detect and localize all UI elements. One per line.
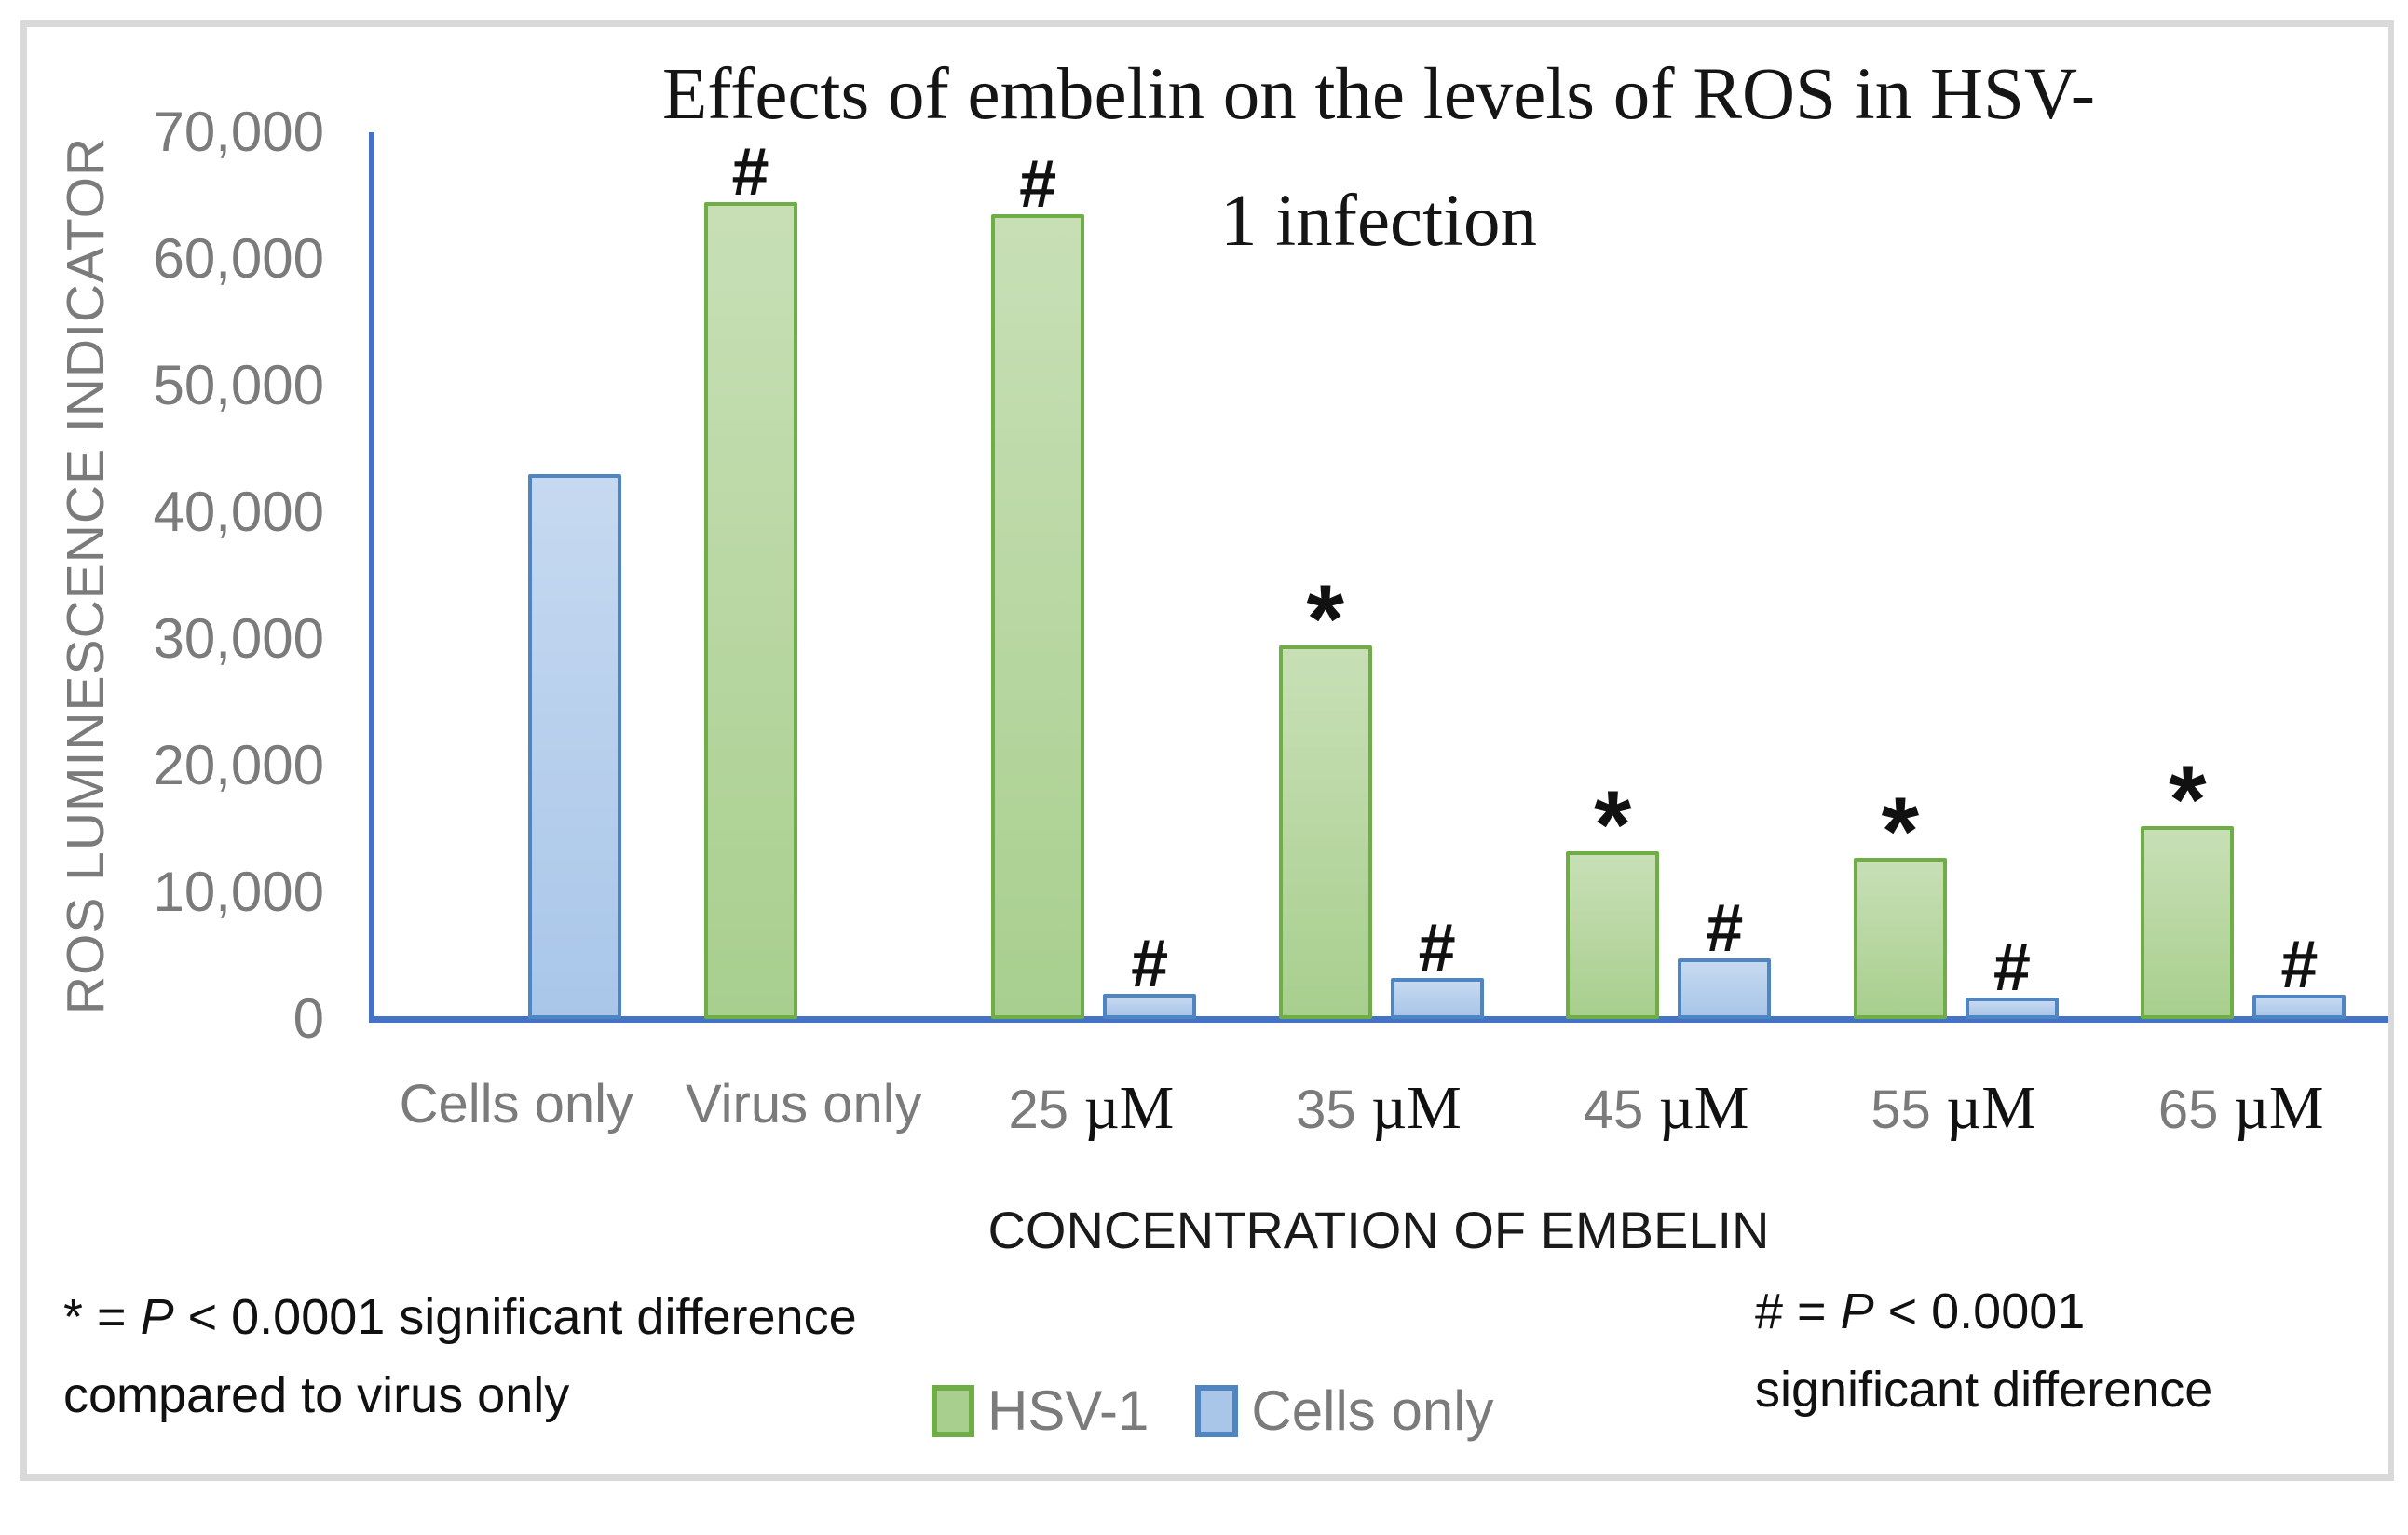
legend-label-hsv1: HSV-1 bbox=[987, 1379, 1150, 1442]
category-unit: µM bbox=[1355, 1074, 1462, 1142]
hsv1-legend-swatch bbox=[932, 1384, 974, 1437]
footnote-hash-prefix: # = bbox=[1755, 1284, 1841, 1339]
chart-title-line1: Effects of embelin on the levels of ROS … bbox=[661, 54, 2096, 135]
cells-only-legend-swatch bbox=[1195, 1384, 1239, 1437]
category-unit: µM bbox=[1643, 1074, 1749, 1142]
bar-cells-only-65um bbox=[2252, 995, 2347, 1019]
chart-title: Effects of embelin on the levels of ROS … bbox=[373, 32, 2385, 285]
hash-annotation-25um: # bbox=[1131, 926, 1169, 1001]
category-number: 35 bbox=[1296, 1080, 1356, 1140]
asterisk-annotation-35um: * bbox=[1306, 564, 1344, 673]
category-unit: µM bbox=[2218, 1074, 2324, 1142]
y-tick-label-50000: 50,000 bbox=[153, 354, 324, 416]
footnote-hash-line2: significant difference bbox=[1755, 1362, 2213, 1418]
legend-item-hsv1: HSV-1 bbox=[932, 1379, 1149, 1443]
bar-hsv-1-25um bbox=[991, 214, 1085, 1019]
y-tick-label-60000: 60,000 bbox=[153, 227, 324, 290]
y-tick-label-20000: 20,000 bbox=[153, 734, 324, 796]
x-category-label-65um: 65 µM bbox=[2097, 1073, 2385, 1144]
bar-hsv-1-35um bbox=[1278, 645, 1372, 1019]
hash-annotation-virus-only: # bbox=[731, 134, 769, 210]
footnote-asterisk-line2: compared to virus only bbox=[63, 1367, 570, 1423]
x-axis-line bbox=[369, 1016, 2388, 1023]
category-number: 65 bbox=[2157, 1080, 2219, 1140]
x-category-label-25um: 25 µM bbox=[947, 1073, 1235, 1144]
category-unit: µM bbox=[1930, 1074, 2036, 1142]
y-tick-label-70000: 70,000 bbox=[153, 101, 324, 163]
x-category-label-virus-only: Virus only bbox=[686, 1074, 922, 1134]
category-number: 45 bbox=[1583, 1080, 1644, 1140]
bar-hsv-1-55um bbox=[1853, 858, 1947, 1019]
footnote-asterisk-line1: * = P < 0.0001 significant difference bbox=[63, 1287, 857, 1347]
bar-cells-only-45um bbox=[1678, 958, 1772, 1019]
legend: HSV-1 Cells only bbox=[932, 1379, 1494, 1443]
hash-annotation-25um: # bbox=[1019, 147, 1057, 223]
footnote-hash-rest: < 0.0001 bbox=[1873, 1284, 2086, 1339]
x-category-label-55um: 55 µM bbox=[1810, 1073, 2098, 1144]
asterisk-annotation-55um: * bbox=[1881, 778, 1920, 887]
chart-border-frame bbox=[20, 20, 2394, 1481]
bar-cells-only-25um bbox=[1103, 993, 1197, 1019]
category-number: 25 bbox=[1008, 1080, 1069, 1140]
x-category-label-35um: 35 µM bbox=[1235, 1073, 1523, 1144]
bar-hsv-1-virus-only bbox=[703, 201, 797, 1019]
category-number: 55 bbox=[1871, 1080, 1931, 1140]
footnote-asterisk-rest: < 0.0001 significant difference bbox=[173, 1289, 857, 1345]
footnote-asterisk-prefix: * = bbox=[63, 1289, 141, 1345]
y-tick-label-40000: 40,000 bbox=[153, 481, 324, 543]
chart-title-line2: 1 infection bbox=[1219, 181, 1538, 262]
hash-annotation-35um: # bbox=[1418, 911, 1456, 986]
hash-annotation-45um: # bbox=[1706, 890, 1744, 966]
x-axis-title: CONCENTRATION OF EMBELIN bbox=[987, 1201, 1770, 1259]
asterisk-annotation-45um: * bbox=[1594, 771, 1632, 880]
x-category-label-cells-only: Cells only bbox=[399, 1074, 633, 1134]
bar-cells-only-cells-only bbox=[528, 474, 621, 1019]
hash-annotation-65um: # bbox=[2280, 928, 2319, 1003]
footnote-p-symbol: P bbox=[140, 1289, 174, 1345]
category-unit: µM bbox=[1068, 1074, 1175, 1142]
asterisk-annotation-65um: * bbox=[2169, 746, 2207, 855]
bar-cells-only-55um bbox=[1965, 997, 2059, 1019]
y-tick-label-0: 0 bbox=[292, 987, 324, 1050]
footnote-hash-line1: # = P < 0.0001 bbox=[1755, 1282, 2085, 1341]
x-category-label-45um: 45 µM bbox=[1522, 1073, 1810, 1144]
bar-cells-only-35um bbox=[1390, 978, 1484, 1019]
bar-hsv-1-45um bbox=[1566, 851, 1660, 1019]
footnote-p-symbol: P bbox=[1840, 1284, 1874, 1339]
y-tick-label-30000: 30,000 bbox=[153, 607, 324, 670]
legend-item-cells-only: Cells only bbox=[1195, 1379, 1494, 1443]
y-axis-line bbox=[369, 132, 374, 1023]
legend-label-cells-only: Cells only bbox=[1251, 1379, 1494, 1442]
y-tick-label-10000: 10,000 bbox=[153, 861, 324, 923]
hash-annotation-55um: # bbox=[1993, 930, 2031, 1005]
bar-hsv-1-65um bbox=[2141, 826, 2235, 1019]
